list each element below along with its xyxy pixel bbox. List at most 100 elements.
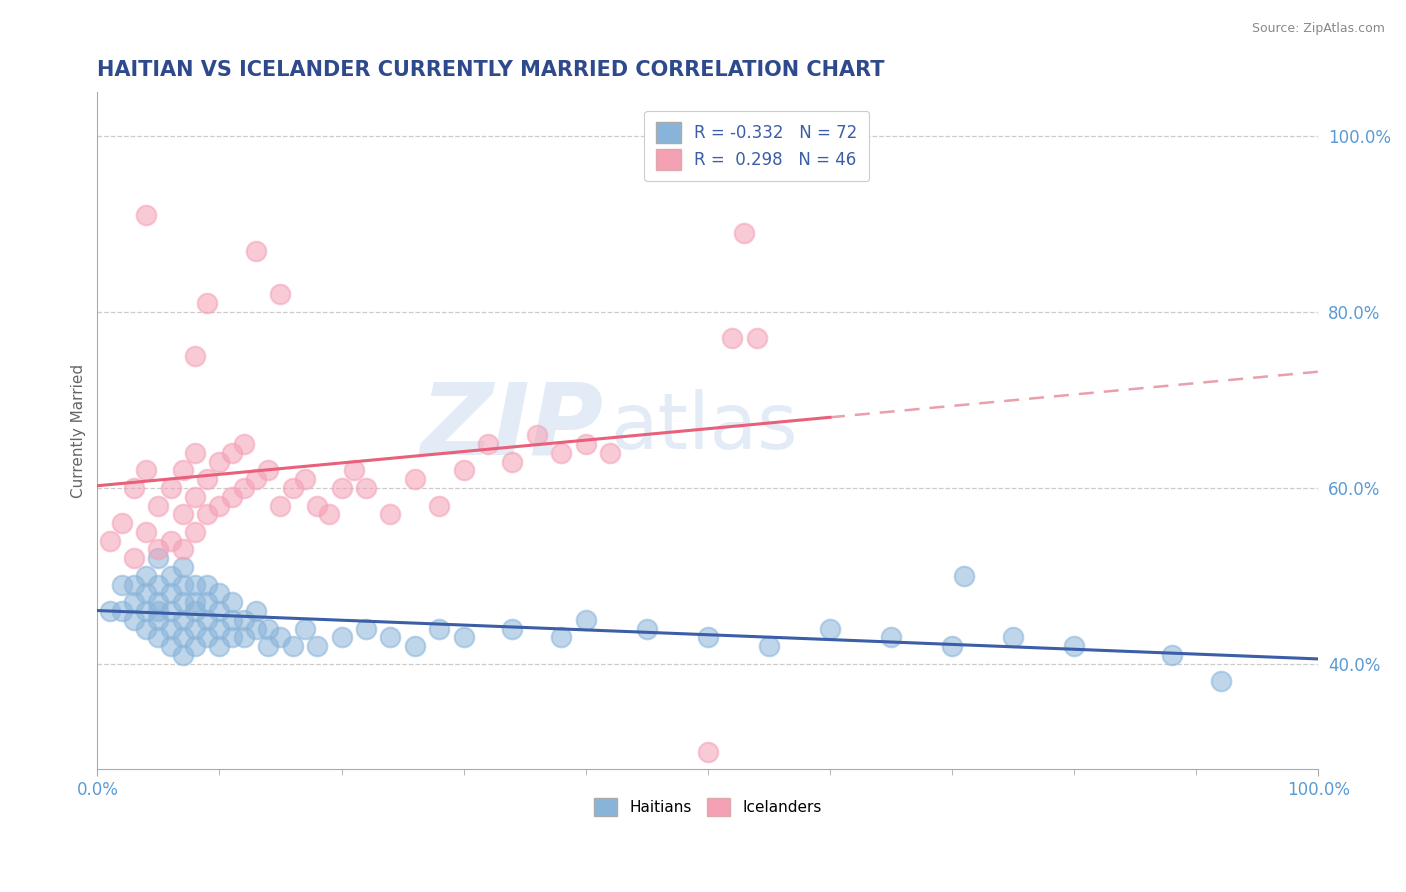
- Point: [221, 613, 243, 627]
- Y-axis label: Currently Married: Currently Married: [72, 364, 86, 498]
- Point: [172, 613, 194, 627]
- Point: [122, 613, 145, 627]
- Point: [427, 622, 450, 636]
- Point: [111, 577, 134, 591]
- Point: [245, 472, 267, 486]
- Point: [208, 586, 231, 600]
- Point: [404, 472, 426, 486]
- Point: [98, 604, 121, 618]
- Point: [281, 639, 304, 653]
- Text: atlas: atlas: [610, 390, 797, 466]
- Point: [159, 622, 181, 636]
- Point: [550, 631, 572, 645]
- Point: [526, 428, 548, 442]
- Point: [208, 454, 231, 468]
- Point: [1160, 648, 1182, 662]
- Point: [427, 499, 450, 513]
- Point: [148, 542, 170, 557]
- Text: ZIP: ZIP: [420, 379, 605, 476]
- Point: [184, 524, 207, 539]
- Point: [257, 622, 280, 636]
- Point: [184, 595, 207, 609]
- Point: [208, 622, 231, 636]
- Point: [1063, 639, 1085, 653]
- Point: [208, 639, 231, 653]
- Point: [148, 613, 170, 627]
- Point: [221, 595, 243, 609]
- Point: [172, 648, 194, 662]
- Point: [257, 639, 280, 653]
- Point: [453, 631, 475, 645]
- Point: [208, 604, 231, 618]
- Point: [330, 481, 353, 495]
- Point: [953, 569, 976, 583]
- Point: [307, 499, 329, 513]
- Point: [294, 472, 316, 486]
- Point: [184, 490, 207, 504]
- Point: [172, 595, 194, 609]
- Point: [380, 508, 402, 522]
- Point: [184, 639, 207, 653]
- Point: [294, 622, 316, 636]
- Legend: Haitians, Icelanders: Haitians, Icelanders: [588, 792, 828, 822]
- Point: [184, 604, 207, 618]
- Point: [111, 604, 134, 618]
- Point: [501, 454, 523, 468]
- Point: [148, 604, 170, 618]
- Point: [818, 622, 841, 636]
- Point: [880, 631, 903, 645]
- Point: [135, 569, 157, 583]
- Point: [148, 577, 170, 591]
- Point: [696, 745, 718, 759]
- Point: [195, 508, 218, 522]
- Point: [501, 622, 523, 636]
- Point: [221, 490, 243, 504]
- Point: [195, 631, 218, 645]
- Point: [941, 639, 963, 653]
- Point: [404, 639, 426, 653]
- Point: [172, 463, 194, 477]
- Point: [269, 631, 291, 645]
- Point: [122, 595, 145, 609]
- Point: [122, 577, 145, 591]
- Point: [245, 604, 267, 618]
- Point: [148, 499, 170, 513]
- Point: [232, 613, 254, 627]
- Point: [172, 542, 194, 557]
- Point: [550, 446, 572, 460]
- Point: [184, 577, 207, 591]
- Point: [453, 463, 475, 477]
- Text: Source: ZipAtlas.com: Source: ZipAtlas.com: [1251, 22, 1385, 36]
- Point: [343, 463, 366, 477]
- Point: [148, 631, 170, 645]
- Point: [477, 437, 499, 451]
- Point: [575, 613, 598, 627]
- Point: [575, 437, 598, 451]
- Point: [159, 533, 181, 548]
- Point: [148, 595, 170, 609]
- Point: [122, 551, 145, 566]
- Point: [172, 577, 194, 591]
- Point: [245, 622, 267, 636]
- Point: [135, 604, 157, 618]
- Point: [98, 533, 121, 548]
- Point: [281, 481, 304, 495]
- Point: [269, 499, 291, 513]
- Point: [758, 639, 780, 653]
- Point: [195, 613, 218, 627]
- Point: [232, 631, 254, 645]
- Point: [135, 463, 157, 477]
- Point: [184, 349, 207, 363]
- Point: [269, 287, 291, 301]
- Point: [135, 208, 157, 222]
- Point: [111, 516, 134, 530]
- Point: [148, 551, 170, 566]
- Point: [159, 569, 181, 583]
- Point: [208, 499, 231, 513]
- Point: [745, 331, 768, 345]
- Point: [307, 639, 329, 653]
- Point: [159, 481, 181, 495]
- Point: [184, 446, 207, 460]
- Point: [221, 446, 243, 460]
- Point: [195, 472, 218, 486]
